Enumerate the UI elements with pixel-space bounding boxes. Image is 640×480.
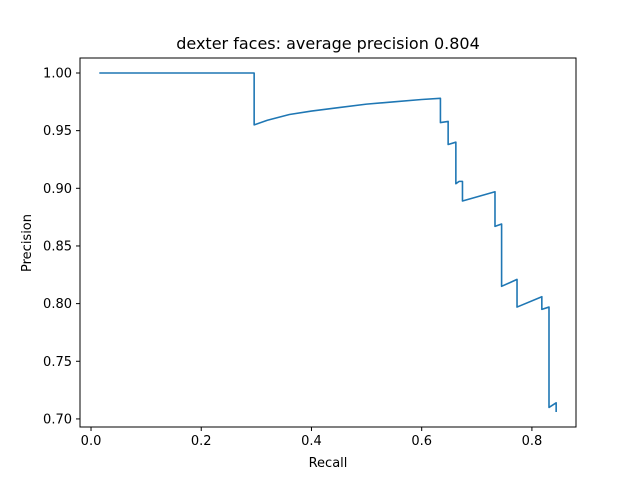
chart-title: dexter faces: average precision 0.804: [176, 34, 480, 53]
plot-frame: [79, 57, 577, 428]
x-tick-label: 0.2: [191, 434, 212, 449]
y-axis-label: Precision: [20, 214, 35, 272]
x-axis-ticks: 0.0 0.2 0.4 0.6 0.8: [81, 427, 543, 449]
y-tick-label: 0.70: [43, 412, 72, 427]
x-tick-label: 0.6: [411, 434, 432, 449]
y-tick-label: 1.00: [43, 66, 72, 81]
x-tick-label: 0.0: [81, 434, 102, 449]
series-line-0: [99, 72, 557, 413]
y-axis-ticks: 0.70 0.75 0.80 0.85 0.90 0.95 1.00: [43, 66, 80, 427]
plot-area-background: [80, 58, 576, 427]
series-layer: [99, 72, 557, 413]
y-tick-label: 0.95: [43, 124, 72, 139]
x-tick-label: 0.4: [301, 434, 322, 449]
x-axis-label: Recall: [309, 456, 348, 471]
y-tick-label: 0.80: [43, 297, 72, 312]
y-tick-label: 0.85: [43, 239, 72, 254]
x-tick-label: 0.8: [522, 434, 543, 449]
y-tick-label: 0.75: [43, 355, 72, 370]
y-tick-label: 0.90: [43, 182, 72, 197]
